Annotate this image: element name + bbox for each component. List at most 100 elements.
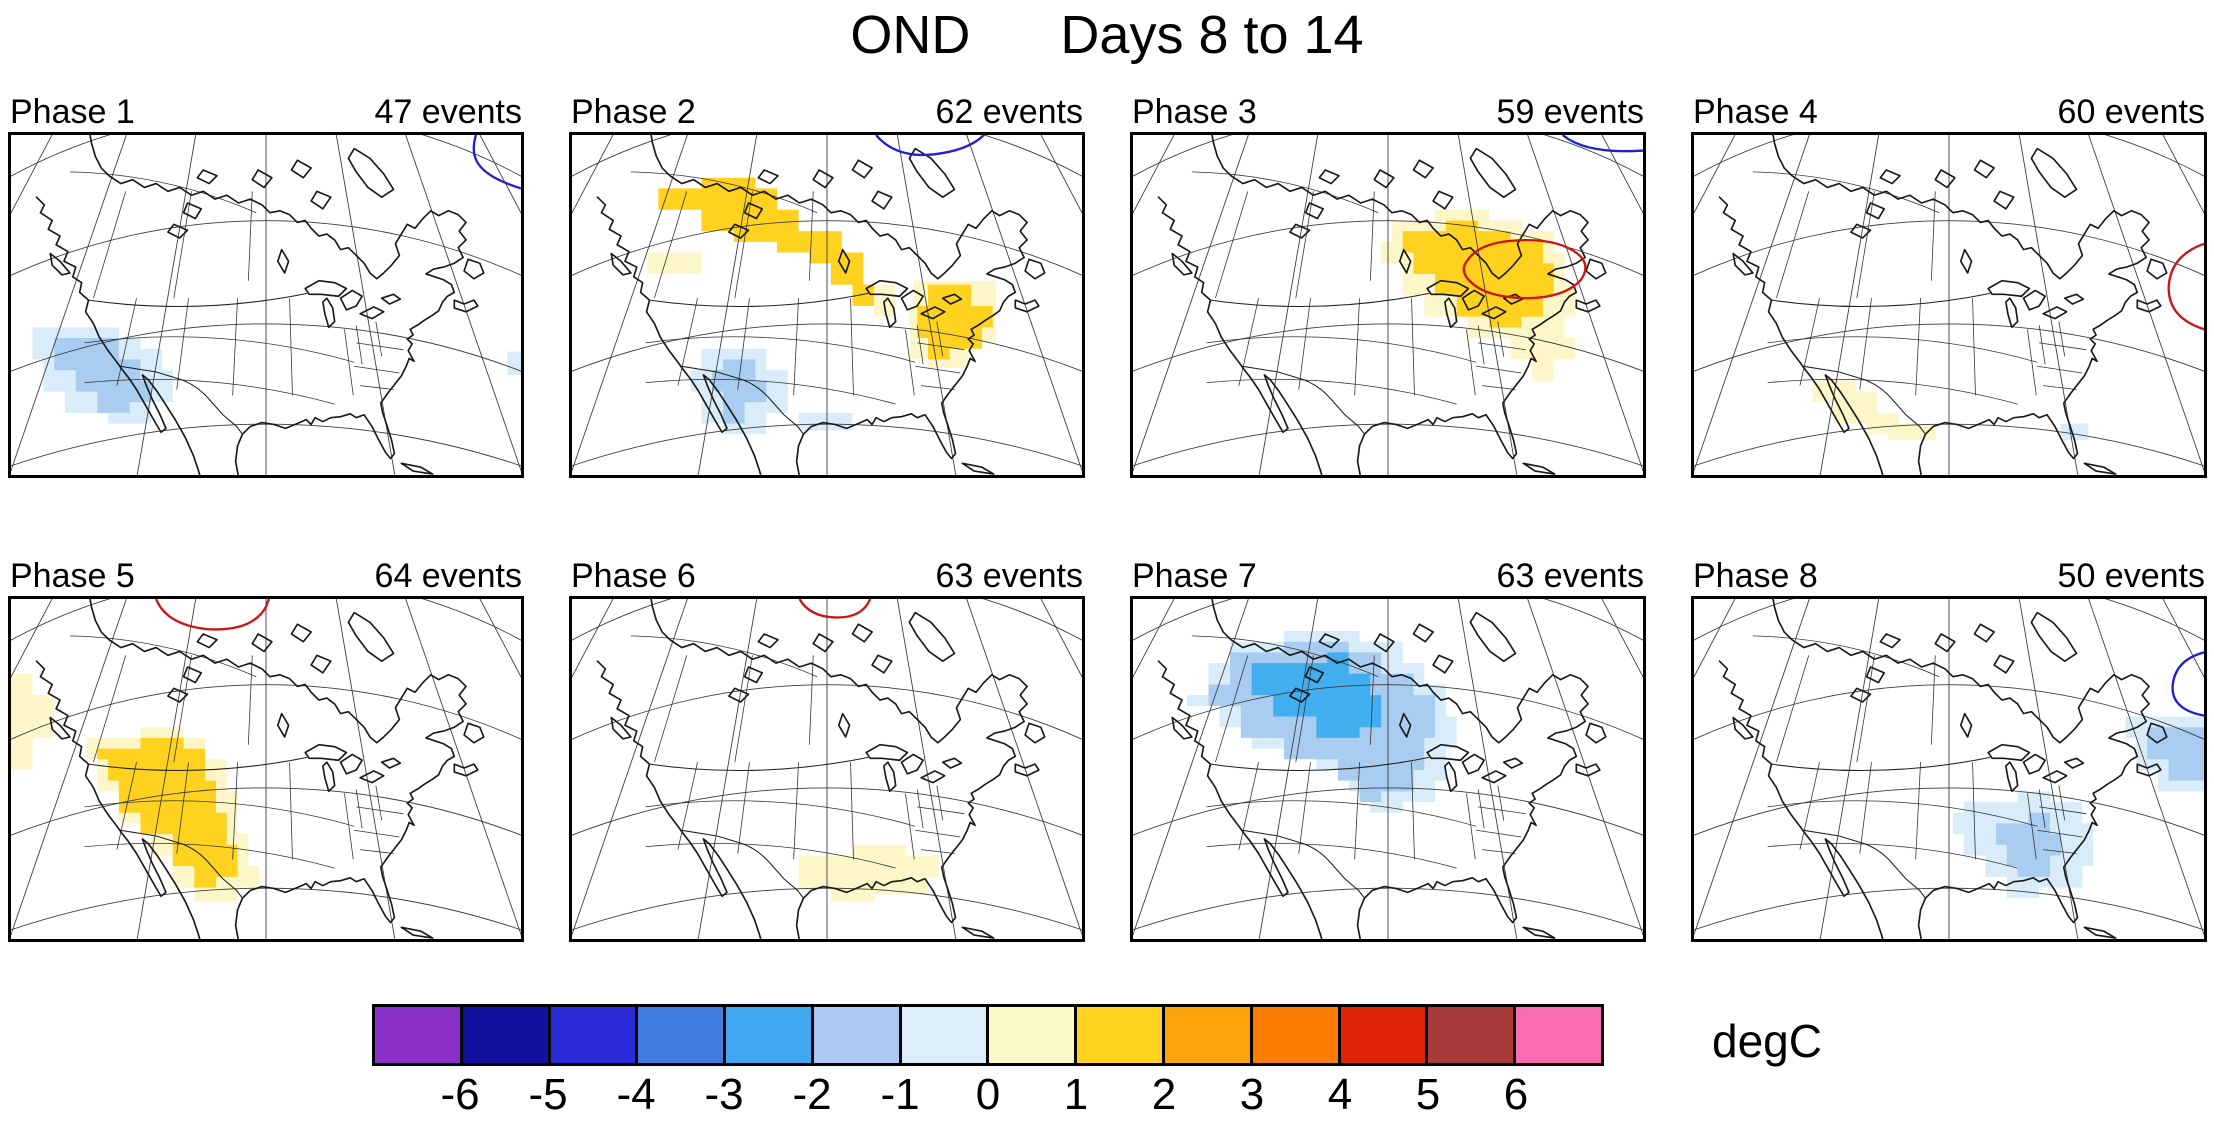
significance-contours <box>2167 242 2204 331</box>
map-frame <box>8 132 524 478</box>
significance-contours <box>155 599 271 631</box>
north-america-basemap <box>572 135 1082 475</box>
anomaly-patches <box>1186 631 1457 813</box>
colorbar-tick-label: -3 <box>704 1070 744 1119</box>
colorbar-tick-label: 0 <box>975 1070 1001 1119</box>
north-america-basemap <box>1694 135 2204 475</box>
colorbar-tick-label: -2 <box>792 1070 832 1119</box>
anomaly-patches <box>11 673 260 902</box>
events-count: 64 events <box>374 557 522 595</box>
panel-header: Phase 1 47 events <box>8 92 524 132</box>
colorbar-tick-label: -1 <box>880 1070 920 1119</box>
map-canvas <box>572 135 1082 475</box>
phase-label: Phase 6 <box>571 557 696 595</box>
north-america-basemap <box>1133 599 1643 939</box>
map-canvas <box>1133 135 1643 475</box>
colorbar-cell <box>1513 1007 1601 1063</box>
north-america-basemap <box>11 135 521 475</box>
panel-header: Phase 8 50 events <box>1691 556 2207 596</box>
colorbar-cell <box>1162 1007 1250 1063</box>
significance-contours <box>875 135 985 157</box>
colorbar-tick-label: 4 <box>1327 1070 1353 1119</box>
colorbar-tick-label: 6 <box>1503 1070 1529 1119</box>
colorbar-cell <box>1249 1007 1338 1063</box>
phase-panel: Phase 1 47 events <box>8 92 524 478</box>
map-frame <box>1691 596 2207 942</box>
phase-label: Phase 3 <box>1132 93 1257 131</box>
colorbar-tick-label: 5 <box>1415 1070 1441 1119</box>
colorbar-units: degC <box>1712 1015 1822 1067</box>
phase-label: Phase 5 <box>10 557 135 595</box>
north-america-basemap <box>1694 599 2204 939</box>
colorbar-cell <box>1425 1007 1514 1063</box>
colorbar-tick-label: -5 <box>528 1070 568 1119</box>
colorbar: -6 -5 -4 -3 -2 -1 0 1 2 3 4 5 6 <box>372 1004 1604 1119</box>
phase-panel: Phase 3 59 events <box>1130 92 1646 478</box>
significance-contours <box>2171 651 2204 717</box>
phase-label: Phase 2 <box>571 93 696 131</box>
panel-header: Phase 7 63 events <box>1130 556 1646 596</box>
phase-label: Phase 4 <box>1693 93 1818 131</box>
map-canvas <box>1694 135 2204 475</box>
map-frame <box>569 132 1085 478</box>
colorbar-cell <box>459 1007 548 1063</box>
anomaly-patches <box>32 327 521 424</box>
figure-title: OND Days 8 to 14 <box>850 5 1364 65</box>
map-frame <box>1130 132 1646 478</box>
anomaly-patches <box>647 177 996 435</box>
colorbar-cell <box>898 1007 987 1063</box>
panel-header: Phase 3 59 events <box>1130 92 1646 132</box>
panel-header: Phase 4 60 events <box>1691 92 2207 132</box>
colorbar-tick-label: 2 <box>1151 1070 1177 1119</box>
phase-label: Phase 1 <box>10 93 135 131</box>
panel-header: Phase 6 63 events <box>569 556 1085 596</box>
map-frame <box>8 596 524 942</box>
phase-panel: Phase 2 62 events <box>569 92 1085 478</box>
colorbar-cell <box>375 1007 460 1063</box>
phase-panel: Phase 5 64 events <box>8 556 524 942</box>
phase-panel: Phase 8 50 events <box>1691 556 2207 942</box>
phase-panel: Phase 4 60 events <box>1691 92 2207 478</box>
north-america-basemap <box>572 599 1082 939</box>
colorbar-cell <box>723 1007 811 1063</box>
colorbar-cell <box>1337 1007 1426 1063</box>
events-count: 63 events <box>1496 557 1644 595</box>
colorbar-cell <box>810 1007 899 1063</box>
phase-label: Phase 7 <box>1132 557 1257 595</box>
map-frame <box>1691 132 2207 478</box>
events-count: 62 events <box>935 93 1083 131</box>
colorbar-cell <box>986 1007 1075 1063</box>
map-canvas <box>572 599 1082 939</box>
panel-header: Phase 5 64 events <box>8 556 524 596</box>
map-canvas <box>11 599 521 939</box>
significance-contours <box>1462 135 1643 300</box>
significance-contours <box>798 599 872 619</box>
colorbar-ticks: -6 -5 -4 -3 -2 -1 0 1 2 3 4 5 6 <box>372 1066 1604 1119</box>
map-canvas <box>11 135 521 475</box>
anomaly-patches <box>1812 380 2089 441</box>
map-canvas <box>1694 599 2204 939</box>
anomaly-patches <box>1381 209 1576 381</box>
colorbar-cell <box>635 1007 724 1063</box>
colorbar-tick-label: 1 <box>1063 1070 1089 1119</box>
significance-contours <box>472 135 521 190</box>
events-count: 59 events <box>1496 93 1644 131</box>
panel-header: Phase 2 62 events <box>569 92 1085 132</box>
north-america-basemap <box>11 599 521 939</box>
events-count: 47 events <box>374 93 522 131</box>
phase-label: Phase 8 <box>1693 557 1818 595</box>
events-count: 50 events <box>2057 557 2205 595</box>
colorbar-tick-label: -6 <box>440 1070 480 1119</box>
colorbar-tick-label: 3 <box>1239 1070 1265 1119</box>
anomaly-patches <box>1952 716 2204 899</box>
colorbar-tick-label: -4 <box>616 1070 656 1119</box>
events-count: 63 events <box>935 557 1083 595</box>
phase-panel: Phase 7 63 events <box>1130 556 1646 942</box>
map-frame <box>569 596 1085 942</box>
anomaly-patches <box>798 844 939 902</box>
colorbar-cell <box>547 1007 636 1063</box>
map-canvas <box>1133 599 1643 939</box>
colorbar-cell <box>1074 1007 1163 1063</box>
events-count: 60 events <box>2057 93 2205 131</box>
